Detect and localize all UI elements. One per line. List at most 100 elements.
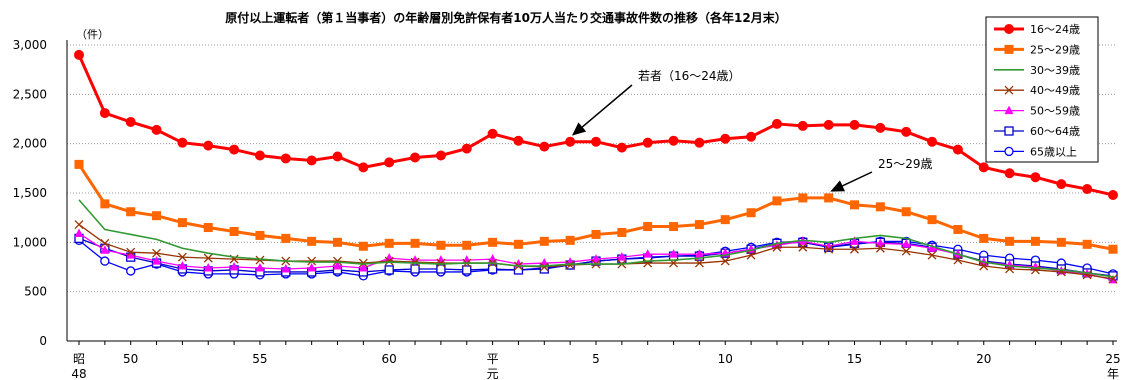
data-point [306, 155, 317, 166]
legend-item: 60～64歳 [994, 125, 1080, 138]
y-tick-label: 500 [24, 285, 47, 299]
data-point [410, 238, 420, 248]
y-tick-label: 1,000 [13, 235, 47, 249]
data-point [1004, 168, 1015, 179]
legend-label: 60～64歳 [1030, 125, 1080, 138]
data-point [333, 261, 342, 270]
legend-marker [1004, 85, 1014, 95]
data-point [125, 116, 136, 127]
legend-item: 25～29歳 [994, 43, 1080, 56]
data-point [152, 248, 162, 258]
data-point [565, 235, 575, 245]
legend-label: 16～24歳 [1030, 23, 1080, 36]
data-point [669, 222, 679, 232]
data-point [901, 207, 911, 217]
data-point [307, 236, 317, 246]
x-tick-label: 25 [1105, 352, 1120, 366]
data-point [539, 262, 549, 272]
data-point [824, 244, 834, 254]
data-point [126, 247, 136, 257]
data-point [152, 256, 162, 265]
y-tick-labels: 0 500 1,000 1,500 2,000 2,500 3,000 [13, 38, 47, 348]
data-point [100, 245, 110, 254]
data-point [1056, 237, 1066, 247]
series-group [74, 49, 1118, 284]
data-point [798, 193, 808, 203]
data-point [643, 222, 653, 232]
data-point [746, 131, 757, 142]
x-tick-label: 50 [123, 352, 138, 366]
data-point [823, 119, 834, 130]
x-tick-label: 年 [1107, 367, 1119, 380]
data-point [1108, 244, 1118, 254]
legend-label: 30～39歳 [1030, 64, 1080, 77]
legend-marker [1004, 126, 1014, 136]
data-point [901, 126, 912, 137]
data-point [307, 262, 317, 272]
data-point [669, 249, 679, 258]
legend-box [985, 16, 1099, 163]
series-16～24歳 [74, 49, 1118, 200]
y-tick-label: 0 [39, 334, 47, 348]
data-point [487, 264, 498, 274]
y-tick-label: 2,500 [13, 87, 47, 101]
data-point [384, 157, 395, 168]
x-tick-label: 10 [718, 352, 733, 366]
data-point [74, 220, 84, 230]
data-point [927, 243, 937, 252]
data-point [616, 142, 627, 153]
data-point [849, 119, 860, 130]
data-point [358, 258, 368, 268]
data-point [151, 124, 162, 135]
data-point [488, 237, 498, 247]
data-point [617, 227, 627, 237]
data-point [979, 233, 989, 243]
legend-item: 30～39歳 [994, 64, 1080, 77]
legend-label: 40～49歳 [1030, 84, 1080, 97]
data-point [126, 266, 136, 276]
data-point [772, 196, 782, 206]
data-point [203, 140, 214, 151]
data-point [99, 108, 110, 119]
data-point [384, 238, 394, 248]
x-tick-label: 48 [71, 367, 86, 380]
data-point [100, 238, 110, 248]
data-point [953, 225, 963, 235]
data-point [280, 153, 291, 164]
data-point [126, 250, 136, 259]
data-point [410, 152, 421, 163]
data-point [539, 236, 549, 246]
data-point [255, 262, 265, 272]
annotation-arrow [830, 171, 873, 192]
annotations: 若者（16～24歳） 25～29歳 [572, 69, 933, 192]
x-tick-label: 15 [847, 352, 862, 366]
data-point [281, 263, 291, 273]
chart-title: 原付以上運転者（第１当事者）の年齢層別免許保有者10万人当たり交通事故件数の推移… [225, 10, 786, 25]
data-point [720, 133, 731, 144]
data-point [281, 233, 291, 243]
data-point [875, 202, 885, 212]
data-point [332, 151, 343, 162]
data-point [927, 250, 937, 260]
data-point [126, 207, 136, 217]
data-point [565, 260, 575, 270]
data-point [850, 244, 859, 254]
data-point [643, 249, 653, 258]
data-point [487, 128, 498, 139]
data-point [152, 211, 162, 221]
data-point [901, 239, 911, 248]
data-point [254, 150, 265, 161]
legend-marker [1004, 146, 1014, 157]
data-point [384, 265, 394, 275]
data-point [824, 193, 834, 203]
legend-item: 65歳以上 [994, 145, 1077, 158]
data-point [229, 144, 240, 155]
data-point [797, 120, 808, 131]
data-point [436, 258, 446, 268]
x-tick-labels: 昭48 50 55 60 平元 5 10 15 20 25年 [71, 352, 1120, 380]
data-point [513, 135, 524, 146]
data-point [850, 236, 859, 245]
data-point [384, 256, 394, 266]
data-point [229, 226, 239, 236]
data-point [1082, 184, 1093, 195]
